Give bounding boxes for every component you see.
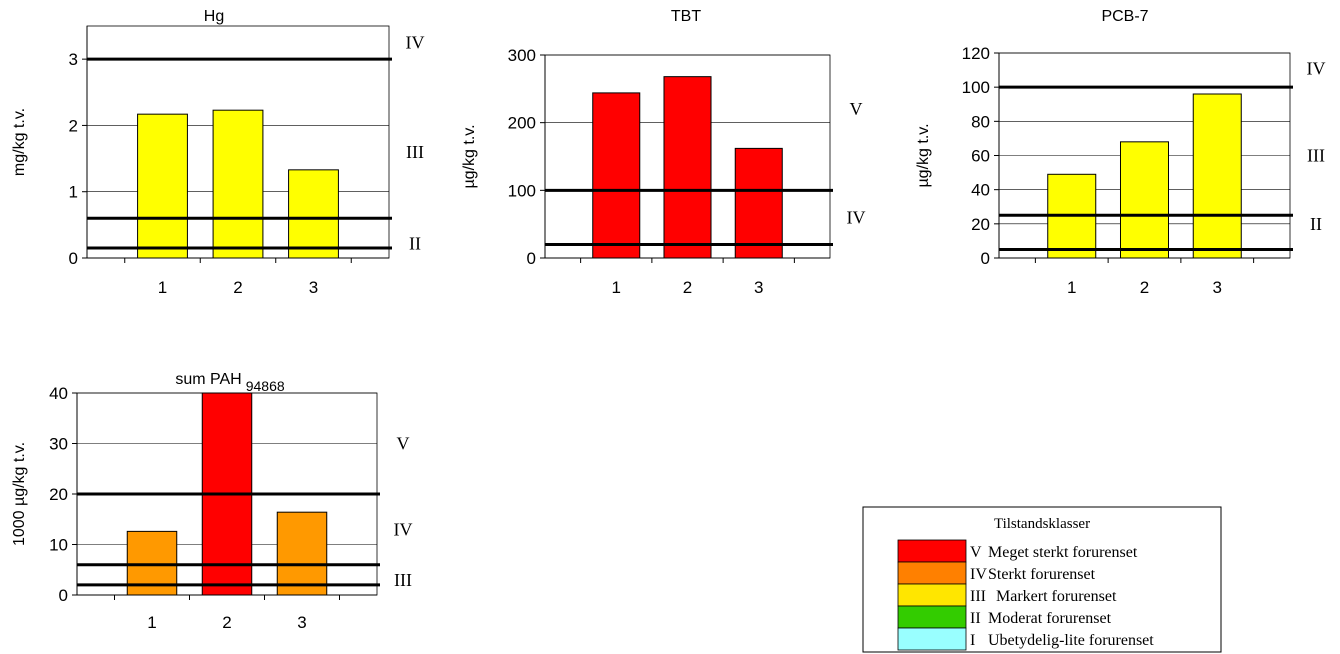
legend-swatch xyxy=(897,627,967,651)
y-tick-label: 100 xyxy=(508,181,536,200)
chart-title-main: TBT xyxy=(671,8,701,25)
y-tick-label: 0 xyxy=(59,586,68,605)
bar-2 xyxy=(663,76,712,259)
class-label: IV xyxy=(847,207,866,227)
category-label: 1 xyxy=(612,278,621,297)
y-tick-label: 60 xyxy=(971,147,990,166)
y-axis-label: µg/kg t.v. xyxy=(915,123,932,187)
class-label: V xyxy=(850,99,863,119)
chart-title-main: Hg xyxy=(204,8,224,25)
category-label: 1 xyxy=(158,278,167,297)
legend-text: Ubetydelig-lite forurenset xyxy=(988,632,1154,649)
chart-title: sum PAH 94868 xyxy=(175,371,285,394)
class-label: III xyxy=(394,570,412,590)
legend-text: Sterkt forurenset xyxy=(988,566,1096,583)
class-label: III xyxy=(406,142,424,162)
category-label: 3 xyxy=(309,278,318,297)
category-label: 2 xyxy=(683,278,692,297)
y-tick-label: 200 xyxy=(508,114,536,133)
y-tick-label: 10 xyxy=(49,536,68,555)
y-tick-label: 20 xyxy=(49,485,68,504)
category-label: 3 xyxy=(754,278,763,297)
category-label: 3 xyxy=(297,613,306,632)
category-label: 3 xyxy=(1213,278,1222,297)
category-label: 2 xyxy=(222,613,231,632)
class-label: V xyxy=(397,434,410,454)
y-axis-label: mg/kg t.v. xyxy=(11,108,28,176)
chart-title: PCB-7 xyxy=(1101,8,1148,25)
legend: Tilstandsklasser V Meget sterkt forurense… xyxy=(862,506,1222,653)
bar-1 xyxy=(137,113,188,259)
legend-code: III xyxy=(970,588,986,605)
chart-title: TBT xyxy=(671,8,701,25)
bar-2 xyxy=(1119,141,1170,259)
chart-title-subscript: 94868 xyxy=(246,378,285,394)
y-tick-label: 40 xyxy=(49,384,68,403)
legend-code: I xyxy=(970,632,975,649)
y-tick-label: 1 xyxy=(69,183,78,202)
legend-title: Tilstandsklasser xyxy=(994,516,1090,532)
category-label: 2 xyxy=(1140,278,1149,297)
chart-title: Hg xyxy=(204,8,224,25)
bar-2 xyxy=(212,109,264,259)
legend-swatch xyxy=(897,605,967,629)
y-tick-label: 300 xyxy=(508,46,536,65)
y-tick-label: 3 xyxy=(69,50,78,69)
y-tick-label: 40 xyxy=(971,181,990,200)
chart-2: 0 100 200 300 1 2 3 TBT µg/kg t.v. IV V xyxy=(461,8,866,297)
bar-3 xyxy=(288,169,339,259)
class-label: IV xyxy=(1307,58,1326,78)
legend-swatch xyxy=(897,561,967,585)
class-label: IV xyxy=(394,519,413,539)
y-tick-label: 20 xyxy=(971,215,990,234)
y-tick-label: 30 xyxy=(49,435,68,454)
y-tick-label: 2 xyxy=(69,116,78,135)
legend-code: II xyxy=(970,610,981,627)
y-tick-label: 120 xyxy=(962,44,990,63)
category-label: 1 xyxy=(1067,278,1076,297)
y-tick-label: 0 xyxy=(527,249,536,268)
bar-1 xyxy=(592,92,641,259)
y-tick-label: 0 xyxy=(981,249,990,268)
legend-code: V xyxy=(970,544,982,561)
y-tick-label: 80 xyxy=(971,112,990,131)
legend-swatch xyxy=(897,539,967,563)
class-label: IV xyxy=(406,33,425,53)
legend-text: Meget sterkt forurenset xyxy=(988,544,1138,561)
legend-swatch xyxy=(897,583,967,607)
bar-3 xyxy=(1192,93,1242,259)
y-tick-label: 100 xyxy=(962,78,990,97)
chart-title-main: sum PAH xyxy=(175,371,241,388)
class-label: II xyxy=(409,233,421,253)
y-tick-label: 0 xyxy=(69,249,78,268)
class-label: II xyxy=(1310,214,1322,234)
y-axis-label: 1000 µg/kg t.v. xyxy=(11,442,28,546)
bar-3 xyxy=(734,147,783,259)
bar-3 xyxy=(276,511,328,596)
legend-text: Moderat forurenset xyxy=(988,610,1112,627)
category-label: 1 xyxy=(147,613,156,632)
chart-4: 0 10 20 30 40 1 2 3 sum PAH 94868 1000 µg/kg t.v. I… xyxy=(11,371,413,632)
category-label: 2 xyxy=(233,278,242,297)
chart-title-main: PCB-7 xyxy=(1101,8,1148,25)
class-label: III xyxy=(1307,146,1325,166)
y-axis-label: µg/kg t.v. xyxy=(461,124,478,188)
legend-code: IV xyxy=(970,566,987,583)
legend-text: Markert forurenset xyxy=(996,588,1117,605)
